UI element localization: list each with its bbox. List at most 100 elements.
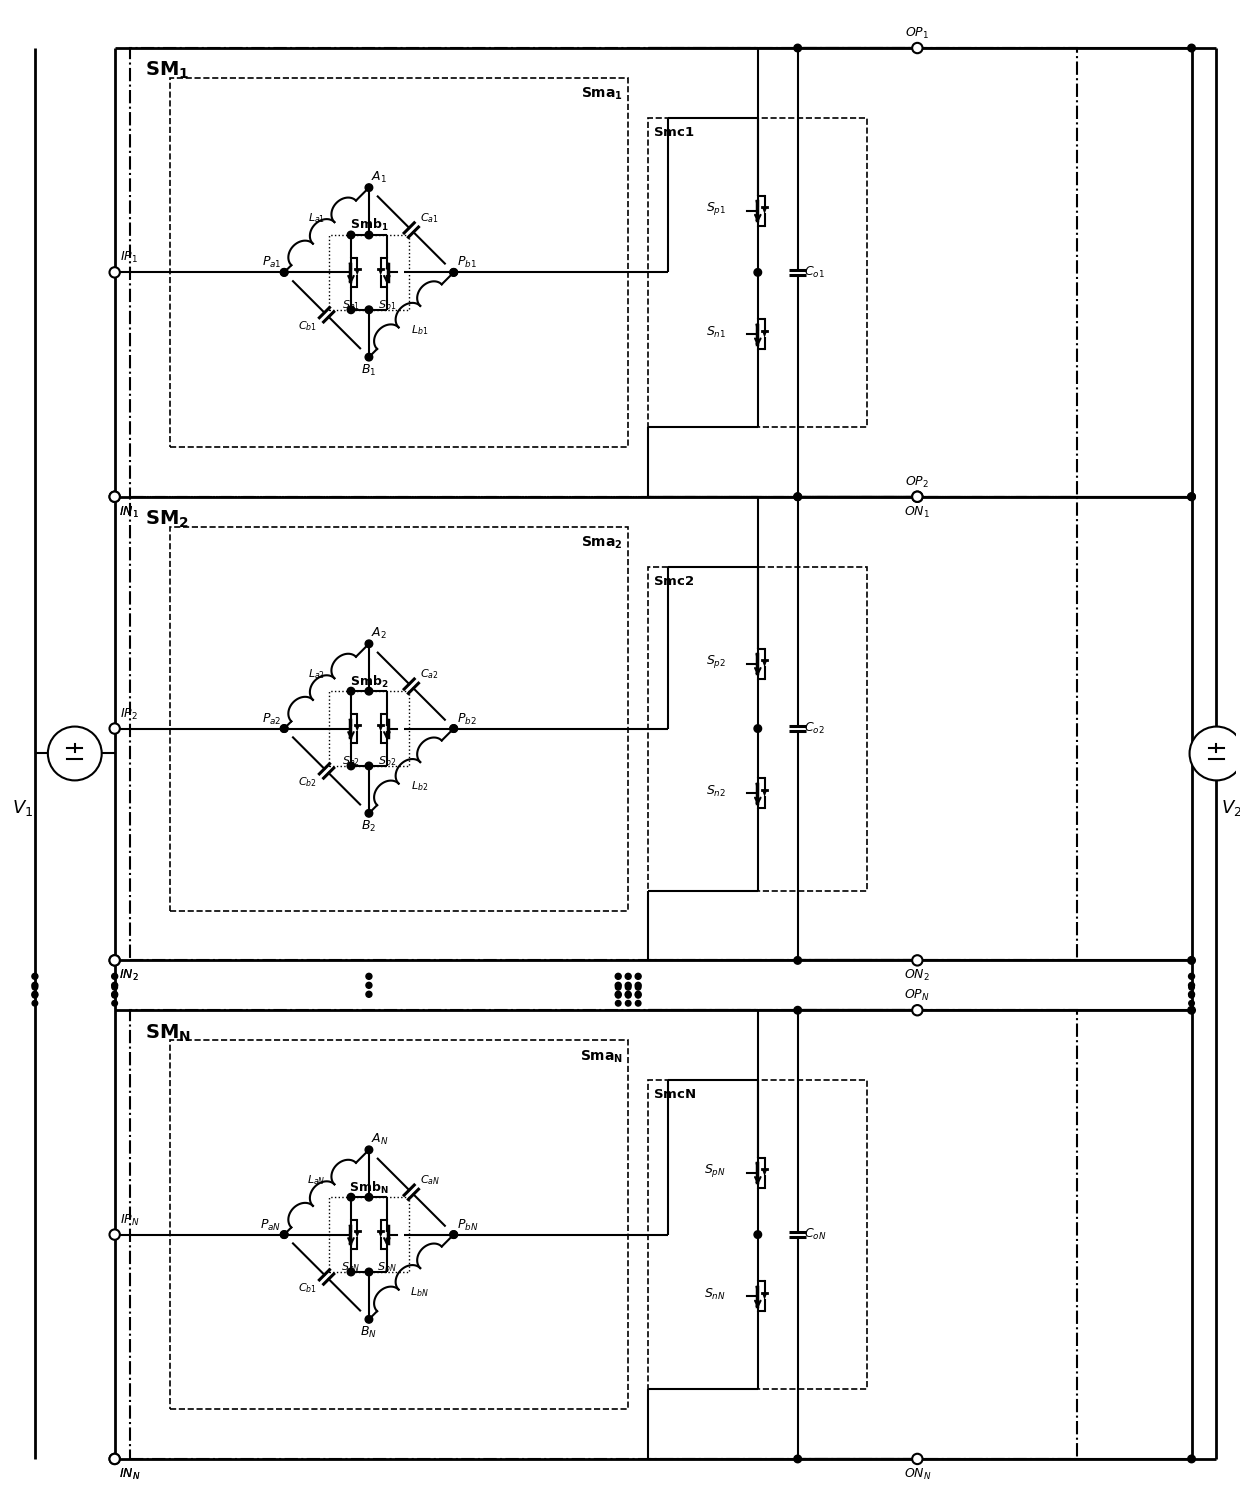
Text: $ON_N$: $ON_N$ [904, 1468, 931, 1483]
Text: $S_{aN}$: $S_{aN}$ [341, 1260, 361, 1273]
Text: $S_{n2}$: $S_{n2}$ [706, 784, 725, 799]
Text: $S_{pN}$: $S_{pN}$ [704, 1162, 725, 1179]
Circle shape [450, 724, 458, 733]
Text: $S_{a1}$: $S_{a1}$ [342, 298, 360, 311]
Circle shape [625, 1001, 631, 1005]
Text: $OP_1$: $OP_1$ [905, 25, 930, 40]
Circle shape [347, 307, 355, 314]
Circle shape [615, 992, 621, 998]
Text: $S_{bN}$: $S_{bN}$ [377, 1260, 397, 1273]
Circle shape [112, 1001, 118, 1005]
Circle shape [794, 1007, 801, 1014]
Text: $P_{b1}$: $P_{b1}$ [456, 256, 476, 271]
Text: $A_1$: $A_1$ [371, 169, 387, 184]
Text: $\mathbf{Smc1}$: $\mathbf{Smc1}$ [653, 126, 694, 139]
Circle shape [32, 983, 38, 989]
Bar [649, 567, 868, 890]
Circle shape [109, 956, 120, 965]
Circle shape [615, 992, 621, 998]
Circle shape [365, 307, 373, 314]
Circle shape [794, 1456, 801, 1463]
Circle shape [109, 492, 120, 503]
Circle shape [366, 992, 372, 998]
Circle shape [754, 1231, 761, 1239]
Text: $S_{b1}$: $S_{b1}$ [378, 298, 396, 311]
Text: $A_N$: $A_N$ [371, 1132, 388, 1147]
Polygon shape [761, 206, 768, 214]
Text: $L_{b2}$: $L_{b2}$ [410, 779, 428, 793]
Text: $S_{n1}$: $S_{n1}$ [706, 325, 725, 340]
Polygon shape [761, 331, 768, 338]
Circle shape [1188, 494, 1195, 501]
Text: $C_{oN}$: $C_{oN}$ [804, 1227, 826, 1242]
Circle shape [913, 492, 923, 503]
Text: $IP_1$: $IP_1$ [119, 250, 138, 265]
Circle shape [365, 1194, 373, 1201]
Text: $\mathbf{Sma_2}$: $\mathbf{Sma_2}$ [582, 534, 624, 551]
Bar [649, 118, 868, 426]
Circle shape [1189, 992, 1194, 998]
Circle shape [365, 184, 373, 191]
Text: $V_2$: $V_2$ [1221, 799, 1240, 818]
Circle shape [109, 1454, 120, 1465]
Text: $\mathbf{SM_N}$: $\mathbf{SM_N}$ [145, 1022, 191, 1044]
Text: $S_{nN}$: $S_{nN}$ [704, 1287, 725, 1302]
Text: $\mathbf{Smb_2}$: $\mathbf{Smb_2}$ [350, 673, 388, 690]
Circle shape [365, 232, 373, 239]
Circle shape [450, 269, 458, 277]
Circle shape [450, 1231, 458, 1239]
Circle shape [347, 1269, 355, 1276]
Circle shape [913, 43, 923, 54]
Circle shape [365, 1315, 373, 1322]
Circle shape [913, 492, 923, 503]
Circle shape [32, 992, 37, 998]
Text: $IN_1$: $IN_1$ [119, 504, 139, 519]
Circle shape [365, 640, 373, 648]
Circle shape [913, 1454, 923, 1465]
Circle shape [754, 269, 761, 277]
Text: $\mathbf{Smb_N}$: $\mathbf{Smb_N}$ [350, 1180, 388, 1195]
Circle shape [280, 724, 288, 733]
Text: $L_{aN}$: $L_{aN}$ [308, 1173, 326, 1188]
Circle shape [1188, 45, 1195, 52]
Circle shape [32, 984, 37, 990]
Text: $P_{bN}$: $P_{bN}$ [456, 1218, 479, 1233]
Circle shape [280, 1231, 288, 1239]
Circle shape [1188, 494, 1195, 501]
Text: $B_N$: $B_N$ [361, 1325, 377, 1340]
Circle shape [109, 1454, 120, 1465]
Circle shape [347, 1194, 355, 1201]
Text: $P_{b2}$: $P_{b2}$ [456, 712, 476, 727]
Bar [130, 48, 1076, 497]
Text: $L_{a1}$: $L_{a1}$ [308, 211, 325, 224]
Text: $\mathbf{Sma_N}$: $\mathbf{Sma_N}$ [580, 1049, 624, 1065]
Text: $P_{aN}$: $P_{aN}$ [260, 1218, 281, 1233]
Circle shape [794, 45, 801, 52]
Bar [329, 1197, 409, 1272]
Text: $IN_N$: $IN_N$ [119, 1468, 140, 1483]
Circle shape [280, 269, 288, 277]
Text: $IN_N$: $IN_N$ [119, 1468, 140, 1483]
Text: $C_{aN}$: $C_{aN}$ [420, 1173, 440, 1188]
Circle shape [32, 992, 38, 998]
Circle shape [635, 974, 641, 980]
Circle shape [366, 983, 372, 989]
Polygon shape [761, 790, 768, 797]
Circle shape [1188, 1007, 1195, 1014]
Text: $C_{a2}$: $C_{a2}$ [420, 667, 439, 681]
Text: $ON_2$: $ON_2$ [904, 968, 930, 983]
Text: $S_{p1}$: $S_{p1}$ [706, 200, 725, 217]
Circle shape [1189, 992, 1194, 998]
Circle shape [48, 727, 102, 781]
Text: $B_2$: $B_2$ [361, 820, 377, 835]
Bar [170, 1040, 629, 1409]
Text: $C_{a1}$: $C_{a1}$ [420, 211, 439, 224]
Text: $OP_N$: $OP_N$ [904, 989, 930, 1004]
Text: $S_{a2}$: $S_{a2}$ [342, 754, 360, 767]
Text: $C_{b2}$: $C_{b2}$ [298, 775, 316, 788]
Polygon shape [761, 1170, 768, 1176]
Circle shape [913, 956, 923, 965]
Circle shape [347, 687, 355, 696]
Circle shape [1188, 956, 1195, 965]
Polygon shape [355, 726, 360, 732]
